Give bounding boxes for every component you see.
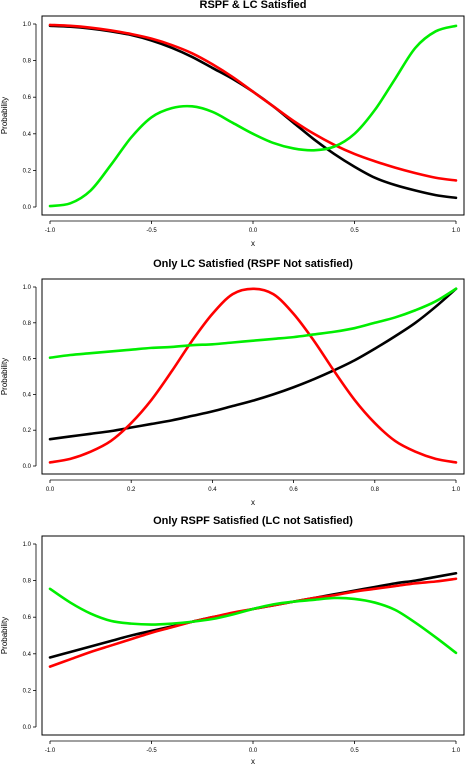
x-tick-label: 0.2	[127, 487, 136, 493]
x-tick-label: -0.5	[146, 228, 157, 234]
y-tick-label: 0.2	[23, 688, 32, 694]
series-line-1	[48, 287, 458, 441]
chart-panel-1: RSPF & LC Satisfied -1.0 -0.5 0.0 0.5 1.0 0.0 0…	[0, 0, 465, 248]
chart-panel-2: Only LC Satisfied (RSPF Not satisfied) 0.…	[0, 258, 465, 507]
y-tick-label: 1.0	[23, 542, 32, 548]
y-tick-label: 0.4	[23, 132, 32, 138]
x-tick-label: -1.0	[45, 228, 56, 234]
series-line-3	[48, 587, 458, 655]
chart-title: Only LC Satisfied (RSPF Not satisfied)	[153, 258, 353, 270]
x-tick-label: -1.0	[45, 748, 56, 754]
x-tick-label: 0.5	[350, 228, 359, 234]
series-line-3	[48, 24, 458, 208]
y-tick-label: 0.0	[23, 464, 32, 470]
x-axis-label: x	[251, 498, 255, 507]
y-tick-label: 1.0	[23, 285, 32, 291]
y-tick-label: 1.0	[23, 22, 32, 28]
x-tick-label: 0.0	[249, 748, 258, 754]
x-tick-label: 0.6	[289, 487, 298, 493]
chart-title: RSPF & LC Satisfied	[200, 0, 307, 11]
x-tick-label: 1.0	[452, 228, 461, 234]
x-tick-label: 1.0	[452, 748, 461, 754]
x-tick-label: 0.8	[371, 487, 380, 493]
y-tick-label: 0.8	[23, 59, 32, 65]
x-tick-label: -0.5	[146, 748, 157, 754]
y-tick-label: 0.0	[23, 205, 32, 211]
plot-frame	[41, 535, 465, 736]
y-axis-label: Probability	[0, 358, 9, 395]
y-axis-label: Probability	[0, 617, 9, 654]
x-axis-label: x	[251, 757, 255, 765]
x-tick-label: 0.0	[46, 487, 55, 493]
y-tick-label: 0.4	[23, 652, 32, 658]
y-tick-label: 0.8	[23, 321, 32, 327]
series-line-1	[48, 24, 458, 200]
y-tick-label: 0.6	[23, 357, 32, 363]
chart-title: Only RSPF Satisfied (LC not Satisfied)	[153, 515, 353, 527]
chart-panel-3: Only RSPF Satisfied (LC not Satisfied) -1…	[0, 515, 465, 765]
plot-frame	[41, 278, 465, 475]
series-line-2	[48, 287, 458, 464]
x-tick-label: 0.0	[249, 228, 258, 234]
y-tick-label: 0.0	[23, 725, 32, 731]
x-axis-label: x	[251, 239, 255, 248]
y-tick-label: 0.6	[23, 95, 32, 101]
y-tick-label: 0.8	[23, 579, 32, 585]
y-tick-label: 0.6	[23, 615, 32, 621]
plot-frame	[41, 15, 465, 216]
x-tick-label: 0.4	[208, 487, 217, 493]
series-line-2	[48, 577, 458, 668]
x-tick-label: 0.5	[350, 748, 359, 754]
y-axis-label: Probability	[0, 97, 9, 134]
series-line-3	[48, 287, 458, 359]
y-tick-label: 0.2	[23, 428, 32, 434]
y-tick-label: 0.4	[23, 392, 32, 398]
y-tick-label: 0.2	[23, 168, 32, 174]
series-line-2	[48, 23, 458, 182]
x-tick-label: 1.0	[452, 487, 461, 493]
